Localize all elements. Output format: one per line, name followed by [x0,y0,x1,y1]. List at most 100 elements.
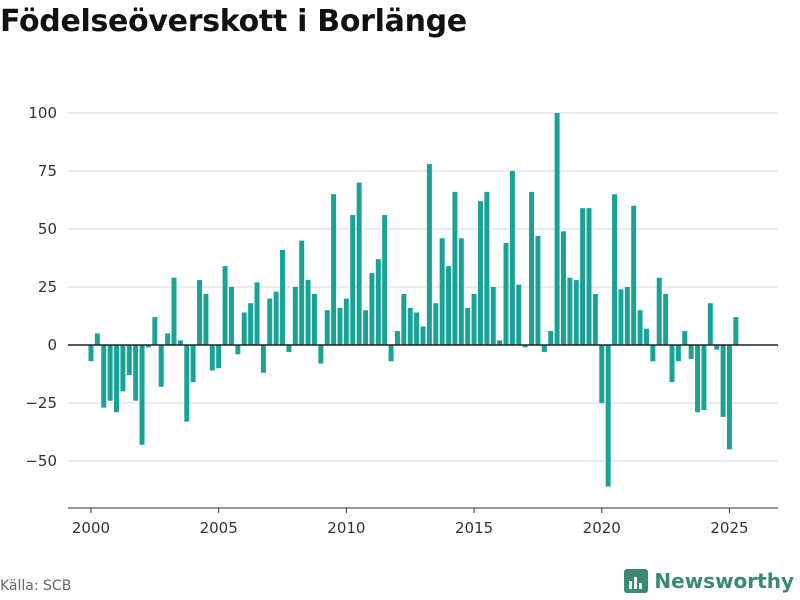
x-tick-label: 2005 [200,519,238,537]
bar [580,208,586,345]
bar [145,345,151,348]
bar [280,249,286,345]
bar [260,345,266,373]
bar [305,280,311,345]
source-label: Källa: SCB [0,578,72,594]
y-axis-ticks: −50 −25 0 25 50 75 100 [25,104,57,470]
bar [120,345,126,392]
bar [624,287,630,345]
bar [560,231,566,345]
bar [618,289,624,345]
bar [197,280,203,345]
y-tick-label: 100 [28,104,57,122]
bar [471,293,477,345]
bar [701,345,707,410]
bar [311,293,317,345]
bar [675,345,681,362]
bar [688,345,694,359]
bar [216,345,222,369]
bar [363,310,369,345]
bar [88,345,94,362]
bar [343,298,349,345]
bar [707,303,713,345]
y-tick-label: −50 [25,452,57,470]
bar [592,293,598,345]
x-tick-label: 2020 [583,519,621,537]
bar [407,307,413,345]
bars [88,113,739,487]
bar [714,345,720,350]
bar [292,287,298,345]
bar [152,317,158,345]
bar [669,345,675,383]
bar [554,113,560,345]
bar [503,242,509,345]
brand-name: Newsworthy [654,569,794,593]
bar [318,345,324,364]
bar [388,345,394,362]
bar [190,345,196,383]
bar [720,345,726,417]
bar [165,333,171,345]
bar [94,333,100,345]
bar [548,331,554,345]
bar [420,326,426,345]
bar [452,191,458,345]
bar [733,317,739,345]
bar [114,345,120,413]
y-tick-label: 25 [38,278,57,296]
x-tick-label: 2015 [455,519,493,537]
x-tick-label: 2010 [327,519,365,537]
bar [643,328,649,345]
bar [350,215,356,345]
bar [209,345,215,371]
bar [267,298,273,345]
bar [158,345,164,387]
bar [426,164,432,345]
bar [522,345,528,348]
bar [203,293,209,345]
newsworthy-chart-icon [624,569,649,593]
bar [139,345,145,445]
bar [599,345,605,403]
x-tick-label: 2025 [710,519,748,537]
bar [586,208,592,345]
x-axis: 2000 2005 2010 2015 2020 2025 [68,507,778,537]
brand-logo: Newsworthy [624,569,794,593]
bar [695,345,701,413]
bar [133,345,139,401]
bar [222,266,228,345]
bar [101,345,107,408]
bar [612,194,618,345]
bar [414,312,420,345]
chart-title: Födelseöverskott i Borlänge [0,4,467,39]
bar [497,340,503,345]
bar [541,345,547,352]
bar [605,345,611,487]
x-tick-label: 2000 [72,519,110,537]
bar [477,201,483,345]
y-tick-label: −25 [25,394,57,412]
bar [356,182,362,345]
bar [394,331,400,345]
bar [484,191,490,345]
bar [184,345,190,422]
bar [382,215,388,345]
bar [177,340,183,345]
bar [637,310,643,345]
bar [241,312,247,345]
bar [375,259,381,345]
bar [324,310,330,345]
bar [446,266,452,345]
bar [656,277,662,345]
y-tick-label: 50 [38,220,57,238]
bar [509,171,515,345]
bar [126,345,132,376]
bar [286,345,292,352]
bar [433,303,439,345]
bar [228,287,234,345]
bar [465,307,471,345]
bar [529,191,535,345]
bar [573,280,579,345]
